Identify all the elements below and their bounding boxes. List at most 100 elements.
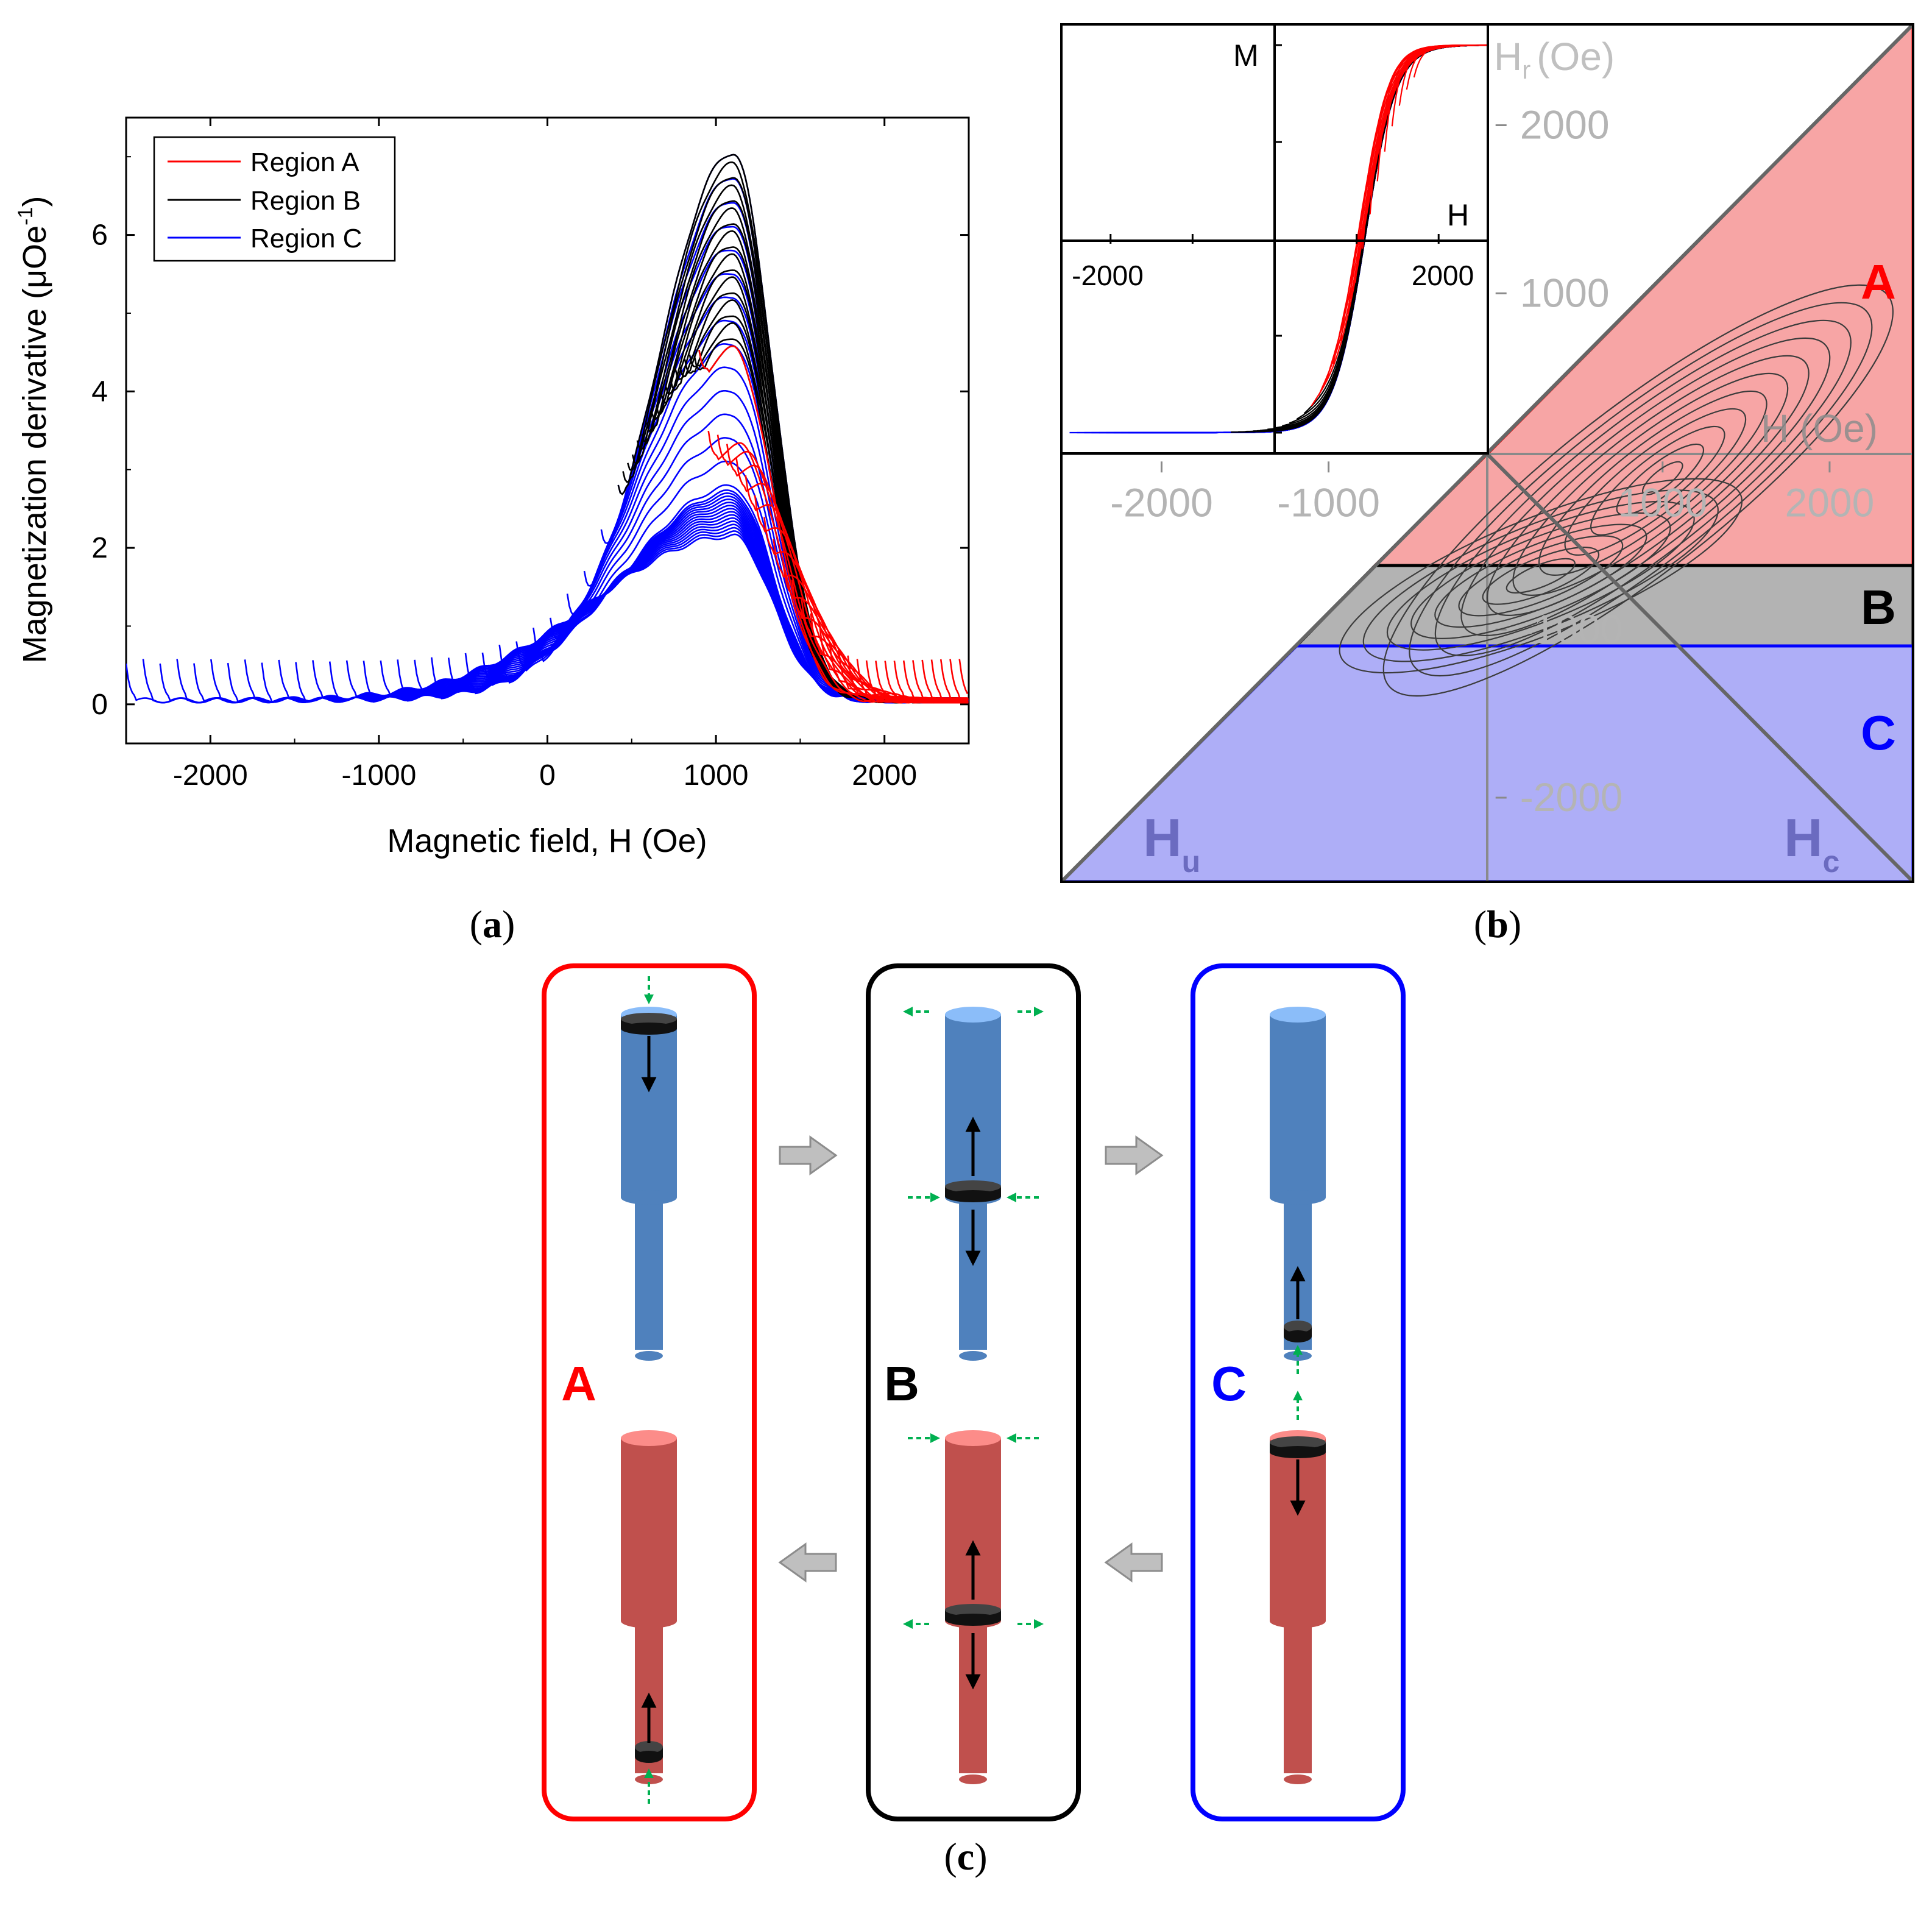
contour-upper-7 <box>1460 337 1831 637</box>
domain-wall-top <box>621 1013 677 1025</box>
nanowire-thin-end <box>1284 1774 1312 1784</box>
inset-tick-2000: 2000 <box>1412 260 1474 291</box>
hc-axis-line <box>1485 452 1913 882</box>
contour-upper-1 <box>1616 443 1705 516</box>
inset-h-label: H <box>1447 198 1469 232</box>
y-tick-label-0: 0 <box>91 689 108 721</box>
contour-upper-5 <box>1512 372 1789 596</box>
schematic-label-c: C <box>1211 1356 1247 1411</box>
panel-b-forc-diagram: -2000 -1000 1000 2000 -2000 -1000 1000 2000 Hr(… <box>1060 23 1914 946</box>
contour-upper-8 <box>1434 319 1852 657</box>
schematic-box-c <box>1191 963 1406 1821</box>
hysteresis-inset: M H -2000 2000 <box>1060 23 1489 455</box>
process-arrow-b-to-a <box>778 1542 837 1583</box>
nanowire-thin-segment <box>1284 1615 1312 1773</box>
panel-a-legend: Region A Region B Region C <box>153 136 396 262</box>
forc-region-a-label: A <box>1861 255 1896 309</box>
nanowire-thick-end <box>1270 1190 1326 1205</box>
domain-wall-c-top <box>1284 1321 1312 1342</box>
contour-lower-6 <box>1362 489 1719 662</box>
panel-a-y-axis-label: Magnetization derivative (μOe-1) <box>14 196 53 664</box>
domain-wall-b-top <box>945 1180 1001 1202</box>
domain-wall-top <box>945 1604 1001 1616</box>
contour-upper-10 <box>1382 284 1894 697</box>
panel-b-caption: (b) <box>1474 902 1521 946</box>
contour-upper-4 <box>1538 390 1767 576</box>
forc-x-tick-label-1: -1000 <box>1277 480 1380 525</box>
x-tick-label-0: -2000 <box>173 759 248 792</box>
forc-contours <box>1339 284 1894 697</box>
forc-tick-labels: -2000 -1000 1000 2000 -2000 -1000 1000 2000 <box>1110 102 1874 820</box>
x-tick-label-1: -1000 <box>342 759 417 792</box>
inset-ticks <box>1109 44 1440 434</box>
forc-x-tick-label-2: 1000 <box>1618 480 1707 525</box>
schematic-label-a: A <box>561 1356 596 1411</box>
nanowire-thick-segment <box>1270 1015 1326 1197</box>
x-tick-label-4: 2000 <box>852 759 917 792</box>
nanowire-thin-end <box>959 1774 987 1784</box>
domain-wall-bottom <box>621 1023 677 1035</box>
nanowire-thick-segment <box>621 1438 677 1621</box>
forc-y-tick-label-1: -1000 <box>1520 606 1623 651</box>
contour-lower-7 <box>1339 478 1743 674</box>
curve-region-a-28 <box>958 659 969 695</box>
schematic-box-a <box>542 963 757 1821</box>
hu-axis-label: Hu <box>1143 807 1200 879</box>
panel-a-x-axis-label: Magnetic field, H (Oe) <box>387 823 707 859</box>
nanowire-thick-end <box>621 1190 677 1205</box>
panel-a-curves <box>126 154 969 704</box>
panel-a-tick-labels: -2000 -1000 0 1000 2000 0 2 4 6 <box>91 219 917 792</box>
forc-x-tick-label-3: 2000 <box>1785 480 1875 525</box>
nanowire-top-cap <box>621 1430 677 1446</box>
domain-wall-bottom <box>945 1614 1001 1626</box>
contour-lower-5 <box>1386 501 1695 651</box>
forc-region-b-label: B <box>1861 580 1896 634</box>
domain-wall-a-bottom <box>635 1741 663 1763</box>
nanowire-top-cap <box>1270 1007 1326 1023</box>
schematic-nanowires <box>621 976 1326 1804</box>
contour-upper-9 <box>1409 302 1873 677</box>
forc-x-tick-label-0: -2000 <box>1110 480 1213 525</box>
contour-lower-1 <box>1482 547 1600 605</box>
panel-b-frame <box>1060 23 1914 883</box>
forc-y-tick-label-2: 1000 <box>1520 270 1610 315</box>
domain-wall-top <box>1284 1321 1312 1333</box>
nanowire-thin-end <box>959 1351 987 1361</box>
domain-wall-top <box>945 1180 1001 1193</box>
nanowire-thin-end <box>635 1774 663 1784</box>
curve-region-a-23 <box>912 660 968 704</box>
y-tick-label-1: 2 <box>91 532 108 564</box>
panel-a-axis-ticks <box>126 118 969 743</box>
hc-axis-label: Hc <box>1784 807 1839 879</box>
nanowire-thick-end <box>1270 1614 1326 1628</box>
forc-y-tick-label-0: -2000 <box>1520 775 1623 820</box>
contour-upper-3 <box>1564 408 1747 556</box>
panel-a-chart: -2000 -1000 0 1000 2000 0 2 4 6 Region A Region … <box>14 116 970 946</box>
process-arrow-c-to-b <box>1104 1542 1163 1583</box>
contour-lower-0 <box>1506 558 1576 594</box>
schematic-label-b: B <box>884 1356 919 1411</box>
legend-label-region-a: Region A <box>250 147 359 177</box>
y-tick-label-3: 6 <box>91 219 108 252</box>
domain-wall-a-top <box>621 1013 677 1035</box>
domain-wall-top <box>1270 1436 1326 1448</box>
nanowire-thin-end <box>635 1351 663 1361</box>
contour-upper-6 <box>1486 355 1810 616</box>
nanowire-top-cap <box>945 1430 1001 1446</box>
forc-y-tick-label-3: 2000 <box>1520 102 1610 147</box>
forc-hr-axis-title: Hr (Oe) <box>1494 35 1615 84</box>
inset-tick-neg2000: -2000 <box>1072 260 1144 291</box>
contour-upper-2 <box>1590 425 1725 536</box>
forc-region-c-label: C <box>1861 706 1896 760</box>
domain-wall-bottom <box>635 1751 663 1763</box>
schematic-box-b <box>866 963 1081 1821</box>
panel-a-caption: (a) <box>470 902 515 946</box>
process-arrow-a-to-b <box>779 1135 838 1175</box>
x-tick-label-3: 1000 <box>684 759 749 792</box>
legend-label-region-c: Region C <box>250 224 362 254</box>
panel-c-caption: (c) <box>944 1835 987 1878</box>
contour-lower-2 <box>1458 535 1624 617</box>
domain-wall-top <box>635 1741 663 1753</box>
nanowire-thin-segment <box>635 1191 663 1350</box>
